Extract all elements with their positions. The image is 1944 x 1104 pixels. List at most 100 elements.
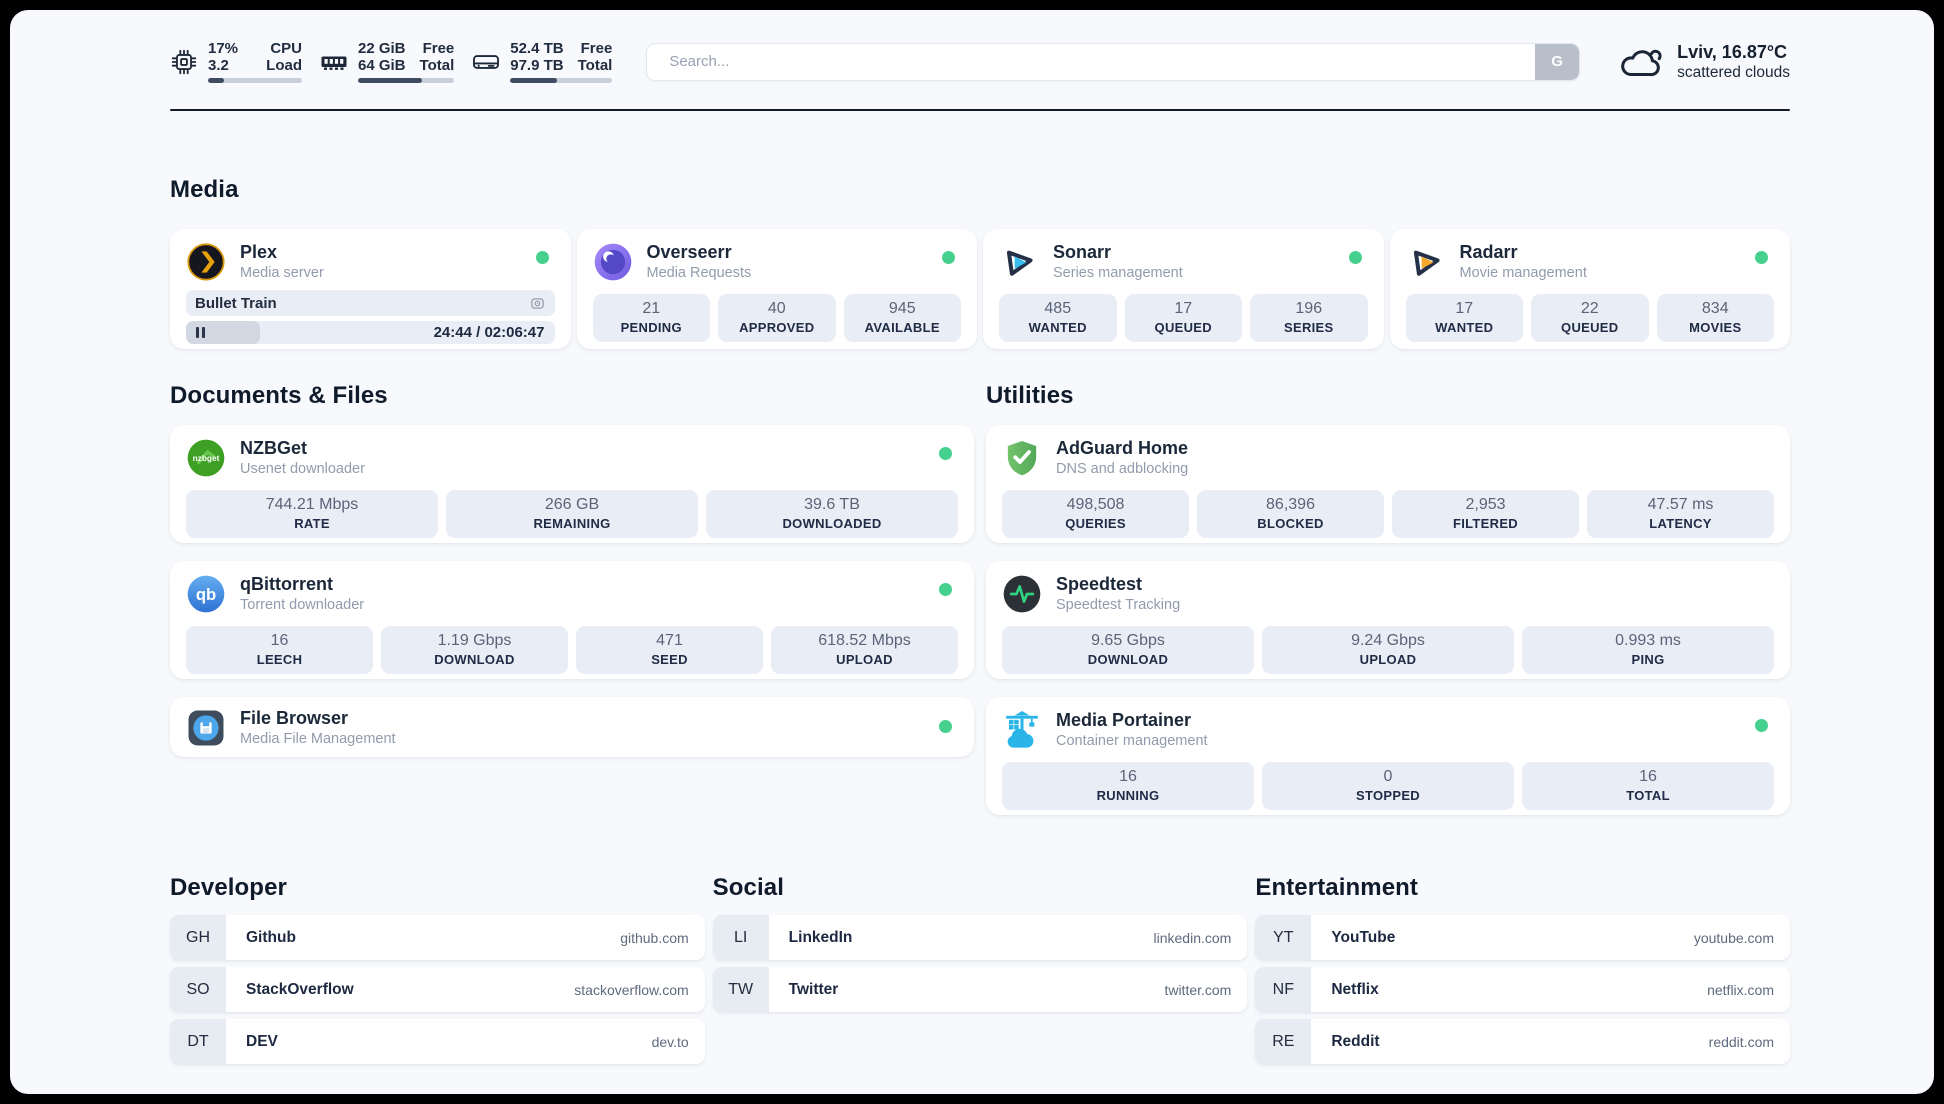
stat-box: 40 APPROVED [718, 294, 836, 342]
bookmark-linkedin[interactable]: LI LinkedIn linkedin.com [712, 915, 1248, 960]
app-title: Sonarr [1053, 242, 1112, 262]
cpu-label-2: Load [266, 57, 302, 74]
stat-value: 16 [270, 632, 289, 649]
sonarr-icon [999, 242, 1039, 282]
svg-text:qb: qb [196, 585, 216, 604]
utilities-column: Utilities AdGuard Home DNS and [986, 381, 1790, 815]
pause-button[interactable] [196, 327, 205, 338]
stat-box: 9.24 Gbps UPLOAD [1262, 626, 1514, 674]
stat-box: 1.19 Gbps DOWNLOAD [381, 626, 568, 674]
search-input[interactable] [647, 53, 1536, 70]
app-card-radarr[interactable]: Radarr Movie management 17 WANTED 22 QUE… [1389, 229, 1790, 349]
stat-label: QUEUED [1154, 320, 1212, 335]
adguard-header: AdGuard Home DNS and adblocking [1002, 437, 1774, 478]
app-title: Plex [240, 242, 278, 262]
disk-progress-track [510, 78, 613, 83]
app-title: Radarr [1459, 242, 1518, 262]
stat-box: 196 SERIES [1250, 294, 1368, 342]
stat-label: TOTAL [1626, 788, 1670, 803]
stat-label: PENDING [620, 320, 682, 335]
app-subtitle: Movie management [1459, 265, 1587, 281]
section-title-media: Media [170, 176, 239, 203]
resource-meters: 17% CPU 3.2 Load [170, 40, 613, 83]
bookmark-twitter[interactable]: TW Twitter twitter.com [712, 967, 1248, 1012]
app-card-speedtest[interactable]: Speedtest Speedtest Tracking 9.65 Gbps D… [986, 561, 1790, 679]
weather-widget: Lviv, 16.87°C scattered clouds [1618, 41, 1790, 82]
app-card-overseerr[interactable]: Overseerr Media Requests 21 PENDING 40 A… [576, 229, 977, 349]
stat-label: QUERIES [1065, 516, 1126, 531]
stat-value: 498,508 [1066, 496, 1125, 513]
bookmark-stackoverflow[interactable]: SO StackOverflow stackoverflow.com [170, 967, 705, 1012]
app-card-nzbget[interactable]: nzbget NZBGet Usenet downloader 744.21 M… [170, 425, 974, 543]
app-card-filebrowser[interactable]: File Browser Media File Management [170, 697, 974, 757]
stat-box: 2,953 FILTERED [1392, 490, 1579, 538]
search-engine-button[interactable]: G [1535, 43, 1580, 80]
bookmark-reddit[interactable]: RE Reddit reddit.com [1255, 1019, 1791, 1064]
stat-label: BLOCKED [1257, 516, 1324, 531]
app-card-plex[interactable]: Plex Media server Bullet Train 24 [170, 229, 571, 349]
stat-value: 0.993 ms [1615, 632, 1681, 649]
bookmark-dev[interactable]: DT DEV dev.to [170, 1019, 705, 1064]
app-subtitle: Speedtest Tracking [1056, 597, 1181, 613]
overseerr-stats: 21 PENDING 40 APPROVED 945 AVAILABLE [592, 294, 961, 342]
app-card-adguard[interactable]: AdGuard Home DNS and adblocking 498,508 … [986, 425, 1790, 543]
bookmark-url: stackoverflow.com [574, 981, 689, 998]
stat-value: 40 [767, 300, 786, 317]
stat-box: 22 QUEUED [1531, 294, 1649, 342]
bookmark-abbr: YT [1255, 915, 1312, 960]
stat-label: PING [1631, 652, 1665, 667]
disk-label-1: Free [580, 40, 613, 57]
stat-box: 498,508 QUERIES [1002, 490, 1189, 538]
video-camera-icon [529, 295, 546, 312]
app-card-sonarr[interactable]: Sonarr Series management 485 WANTED 17 Q… [983, 229, 1384, 349]
radarr-titles: Radarr Movie management [1460, 241, 1587, 282]
disk-line-2: 97.9 TB Total [510, 57, 612, 74]
stat-box: 9.65 Gbps DOWNLOAD [1002, 626, 1254, 674]
bookmark-github[interactable]: GH Github github.com [170, 915, 705, 960]
svg-text:nzbget: nzbget [193, 453, 220, 463]
disk-meter-body: 52.4 TB Free 97.9 TB Total [510, 40, 613, 83]
cpu-label-1: CPU [270, 40, 302, 57]
disk-value-2: 97.9 TB [510, 57, 564, 74]
bookmark-netflix[interactable]: NF Netflix netflix.com [1255, 967, 1791, 1012]
overseerr-titles: Overseerr Media Requests [647, 241, 752, 282]
bookmark-name: Reddit [1331, 1032, 1380, 1050]
stat-value: 2,953 [1465, 496, 1506, 513]
stat-label: DOWNLOAD [434, 652, 515, 667]
stat-value: 196 [1295, 300, 1323, 317]
documents-column: Documents & Files nzbget NZBGet Usenet d… [170, 381, 974, 815]
status-dot-online [1755, 251, 1768, 264]
stat-box: 0 STOPPED [1262, 762, 1514, 810]
stat-label: QUEUED [1561, 320, 1619, 335]
stat-value: 39.6 TB [804, 496, 860, 513]
stat-label: WANTED [1028, 320, 1087, 335]
status-dot-online [1348, 251, 1362, 264]
stat-value: 266 GB [544, 496, 600, 513]
filebrowser-titles: File Browser Media File Management [240, 707, 396, 748]
stat-box: 744.21 Mbps RATE [186, 490, 438, 538]
stat-label: UPLOAD [1359, 652, 1417, 667]
app-card-portainer[interactable]: Media Portainer Container management 16 … [986, 697, 1790, 815]
header-divider [170, 109, 1790, 111]
speedtest-icon [1002, 574, 1042, 614]
section-title-documents: Documents & Files [170, 382, 388, 409]
sonarr-stats: 485 WANTED 17 QUEUED 196 SERIES [999, 294, 1368, 342]
app-card-qbittorrent[interactable]: qb qBittorrent Torrent downloader 16 LEE… [170, 561, 974, 679]
bookmark-abbr: NF [1255, 967, 1312, 1012]
app-title: Media Portainer [1056, 710, 1192, 730]
plex-titles: Plex Media server [240, 241, 324, 282]
stat-box: 471 SEED [576, 626, 763, 674]
stat-label: REMAINING [533, 516, 611, 531]
stat-label: LATENCY [1649, 516, 1712, 531]
stat-box: 47.57 ms LATENCY [1587, 490, 1774, 538]
stat-box: 16 TOTAL [1522, 762, 1774, 810]
app-title: AdGuard Home [1056, 438, 1189, 458]
stat-label: APPROVED [739, 320, 815, 335]
disk-meter: 52.4 TB Free 97.9 TB Total [472, 40, 613, 83]
stat-label: WANTED [1435, 320, 1494, 335]
adguard-titles: AdGuard Home DNS and adblocking [1056, 437, 1188, 478]
stat-label: DOWNLOAD [1087, 652, 1169, 667]
status-dot-online [939, 447, 952, 460]
bookmark-youtube[interactable]: YT YouTube youtube.com [1255, 915, 1791, 960]
bookmark-name: DEV [246, 1032, 278, 1050]
